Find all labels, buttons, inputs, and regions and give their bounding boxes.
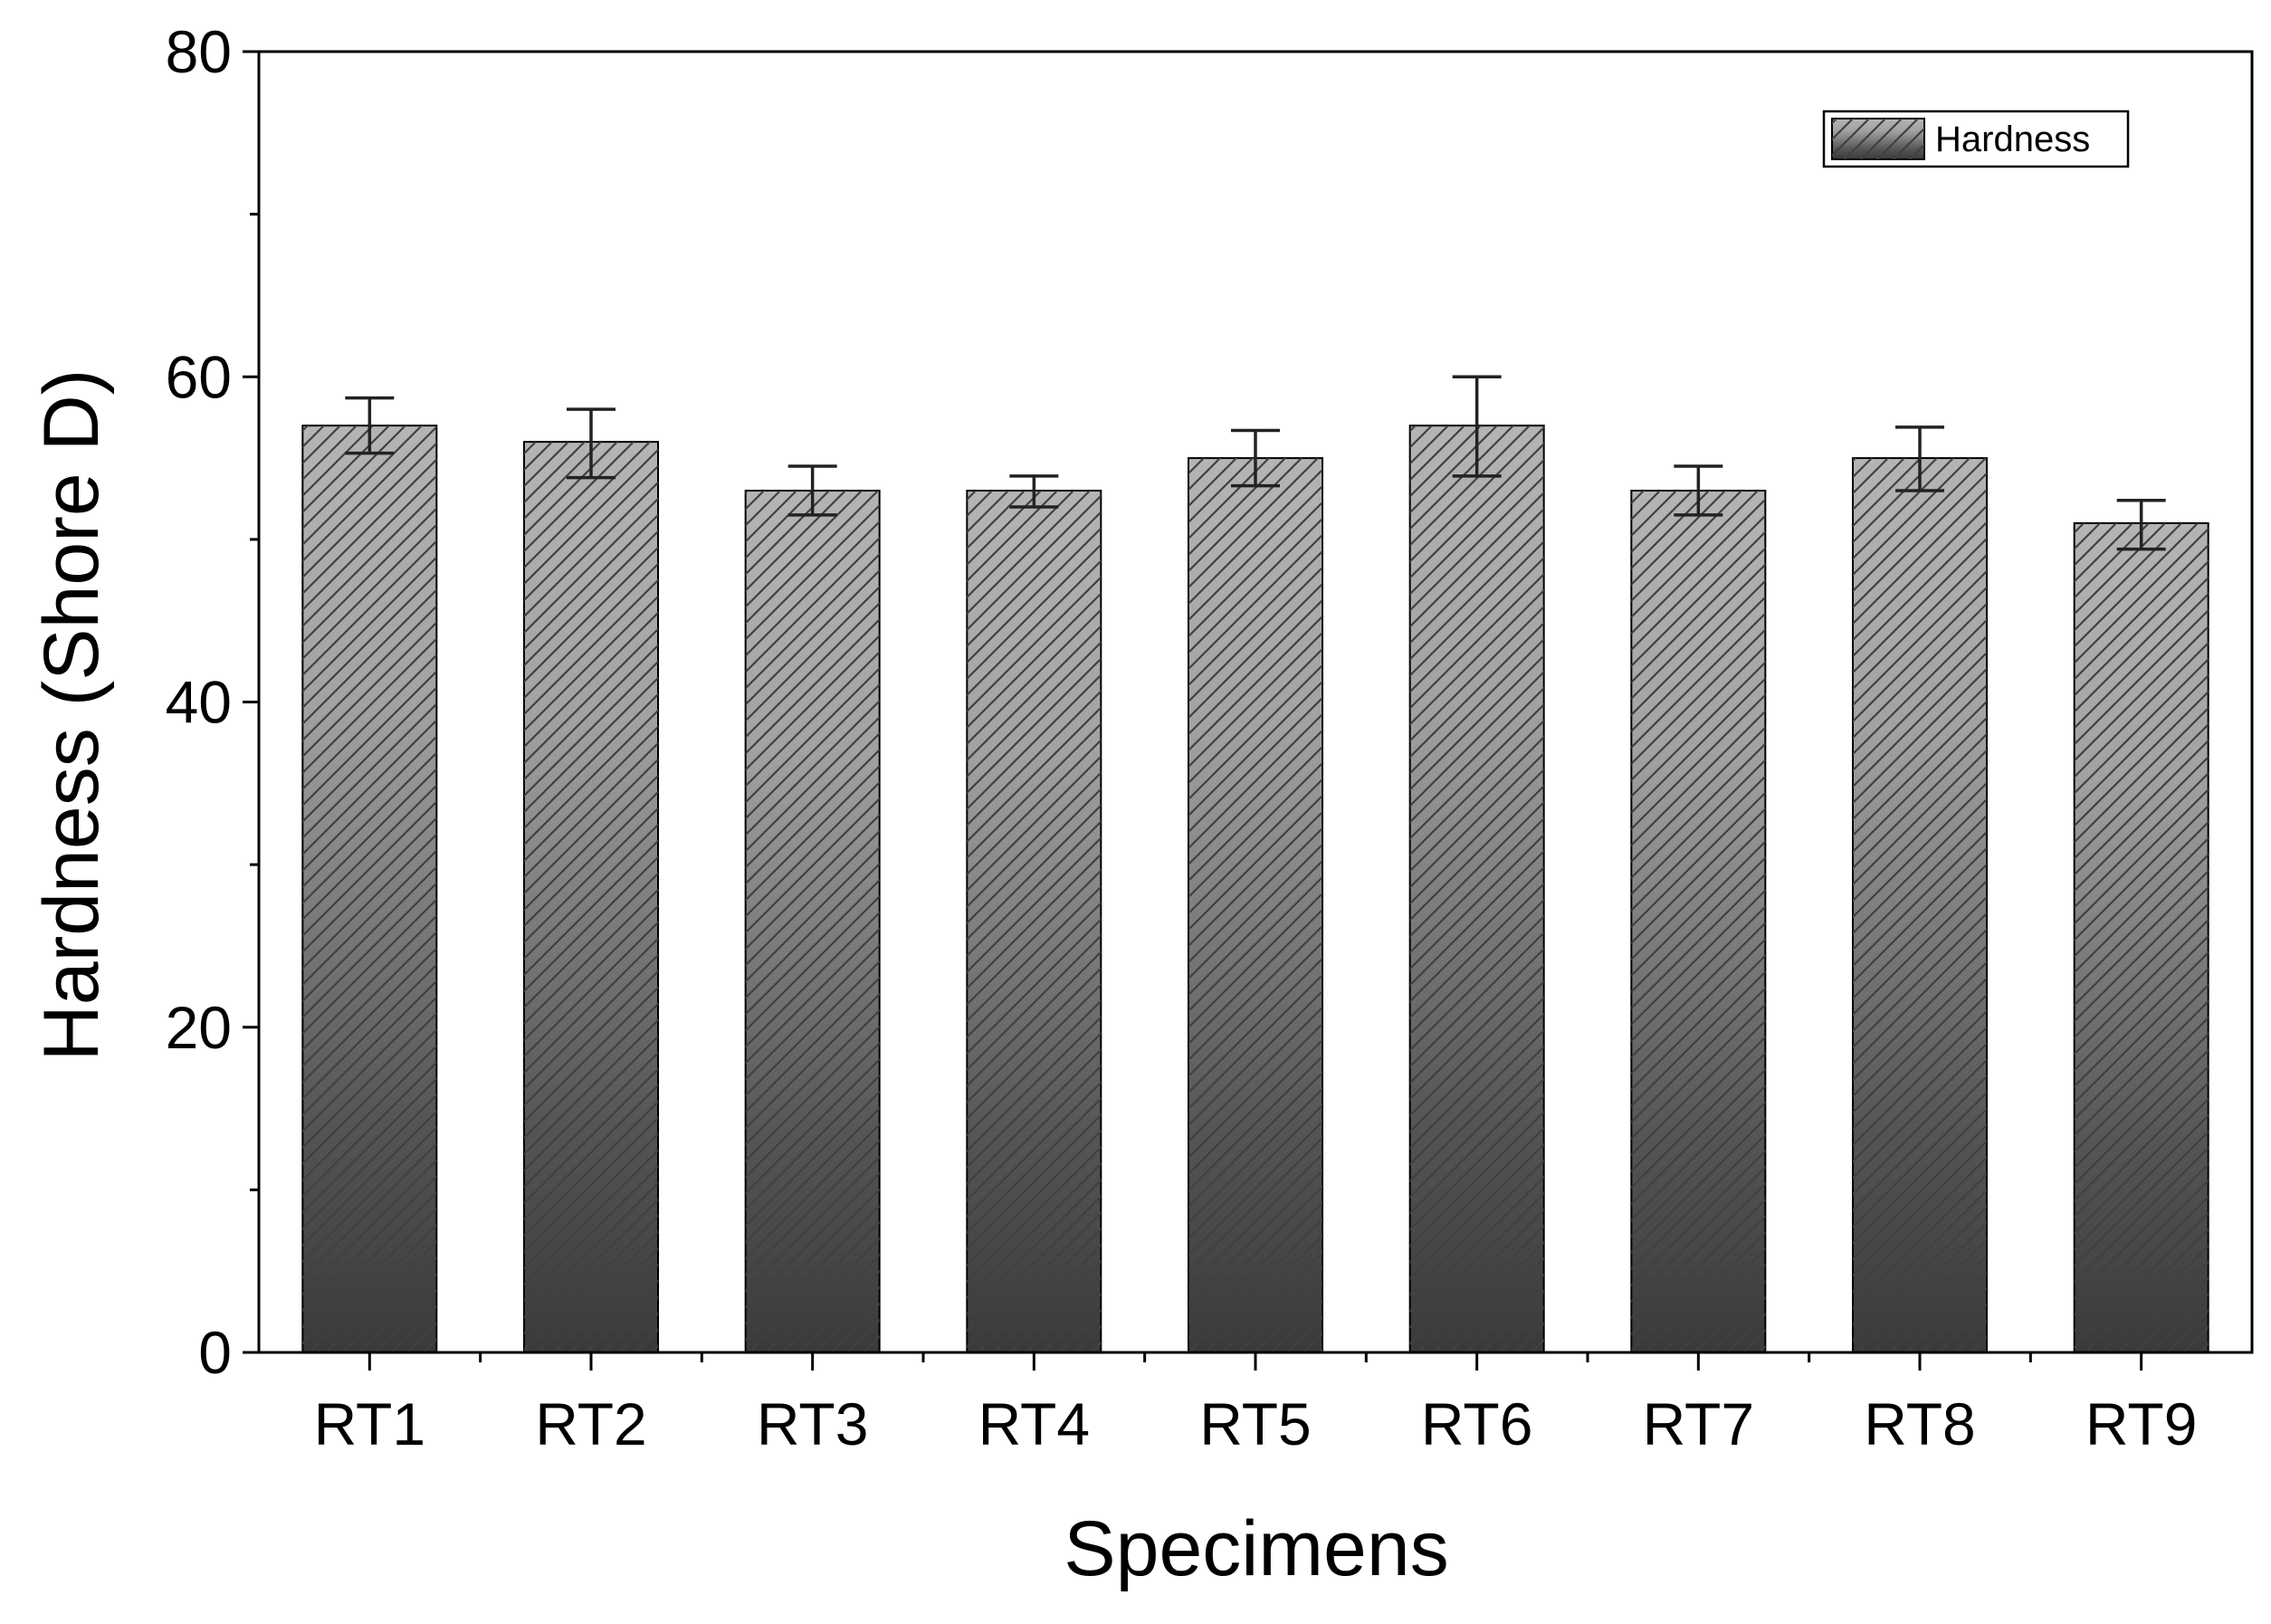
bar-hatch-rt7	[1631, 490, 1766, 1352]
error-bar-rt5	[1231, 428, 1280, 488]
legend-swatch-hatch	[1832, 119, 1924, 159]
x-tick-label-rt8: RT8	[1864, 1390, 1976, 1457]
error-bar-rt6	[1452, 375, 1502, 478]
legend-label-hardness: Hardness	[1935, 119, 2090, 159]
x-tick-label-rt2: RT2	[535, 1390, 647, 1457]
error-bar-rt1	[345, 396, 395, 455]
bars-group	[301, 425, 2209, 1354]
bar-hatch-rt6	[1409, 425, 1544, 1352]
bar-hatch-rt5	[1188, 458, 1322, 1352]
error-bar-rt7	[1674, 464, 1723, 517]
y-tick-label-20: 20	[166, 994, 232, 1061]
x-tick-label-rt6: RT6	[1421, 1390, 1533, 1457]
legend: Hardness	[1822, 110, 2130, 168]
bar-hatch-rt4	[967, 490, 1102, 1352]
x-tick-label-rt4: RT4	[978, 1390, 1091, 1457]
bar-hatch-rt3	[745, 490, 880, 1352]
y-axis-title: Hardness (Shore D)	[28, 369, 115, 1062]
error-bars-group	[345, 375, 2166, 551]
error-bar-rt3	[787, 464, 837, 517]
y-tick-label-80: 80	[166, 18, 232, 85]
bar-hatch-rt2	[524, 442, 658, 1353]
error-bar-rt2	[567, 407, 615, 480]
error-bar-rt8	[1895, 425, 1944, 492]
error-bar-rt9	[2116, 499, 2166, 551]
x-tick-labels: RT1 RT2 RT3 RT4 RT5 RT6 RT7 RT8 RT9	[314, 1390, 2198, 1457]
y-tick-labels: 0 20 40 60 80	[166, 18, 232, 1386]
bar-hatch-rt9	[2074, 522, 2209, 1352]
y-tick-label-40: 40	[166, 669, 232, 736]
x-tick-label-rt1: RT1	[314, 1390, 426, 1457]
bar-hatch-rt8	[1853, 458, 1987, 1352]
y-tick-label-60: 60	[166, 343, 232, 410]
error-bar-rt4	[1009, 474, 1059, 509]
bar-hatch-rt1	[302, 425, 437, 1352]
y-tick-label-0: 0	[198, 1319, 232, 1386]
axes-group	[243, 50, 2254, 1371]
x-tick-label-rt3: RT3	[757, 1390, 869, 1457]
x-axis-title: Specimens	[1064, 1505, 1448, 1592]
x-tick-label-rt9: RT9	[2085, 1390, 2198, 1457]
x-tick-label-rt7: RT7	[1643, 1390, 1755, 1457]
x-tick-label-rt5: RT5	[1199, 1390, 1312, 1457]
